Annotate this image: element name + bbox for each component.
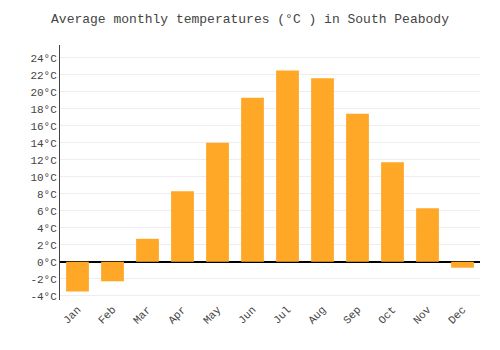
svg-text:12°C: 12°C [30,155,57,167]
svg-text:Aug: Aug [306,304,328,326]
svg-text:Jul: Jul [271,304,293,326]
svg-text:18°C: 18°C [30,104,57,116]
svg-text:Oct: Oct [376,304,398,326]
svg-text:0°C: 0°C [37,257,57,269]
svg-text:Mar: Mar [131,304,153,326]
svg-text:Dec: Dec [446,304,468,326]
svg-text:-2°C: -2°C [30,274,57,286]
svg-text:2°C: 2°C [37,240,57,252]
svg-text:16°C: 16°C [30,121,57,133]
svg-text:Average monthly temperatures (: Average monthly temperatures (°C ) in So… [51,12,449,27]
svg-text:4°C: 4°C [37,223,57,235]
svg-text:May: May [201,304,224,327]
svg-text:Jan: Jan [61,304,83,326]
svg-text:14°C: 14°C [30,138,57,150]
svg-text:Nov: Nov [411,304,434,327]
svg-text:-4°C: -4°C [30,291,57,303]
svg-text:8°C: 8°C [37,189,57,201]
svg-text:20°C: 20°C [30,87,57,99]
svg-text:10°C: 10°C [30,172,57,184]
svg-text:Apr: Apr [166,304,188,326]
svg-text:6°C: 6°C [37,206,57,218]
svg-text:Sep: Sep [341,304,363,326]
svg-text:Jun: Jun [236,304,258,326]
svg-text:Feb: Feb [96,304,118,326]
svg-text:24°C: 24°C [30,53,57,65]
svg-text:22°C: 22°C [30,70,57,82]
